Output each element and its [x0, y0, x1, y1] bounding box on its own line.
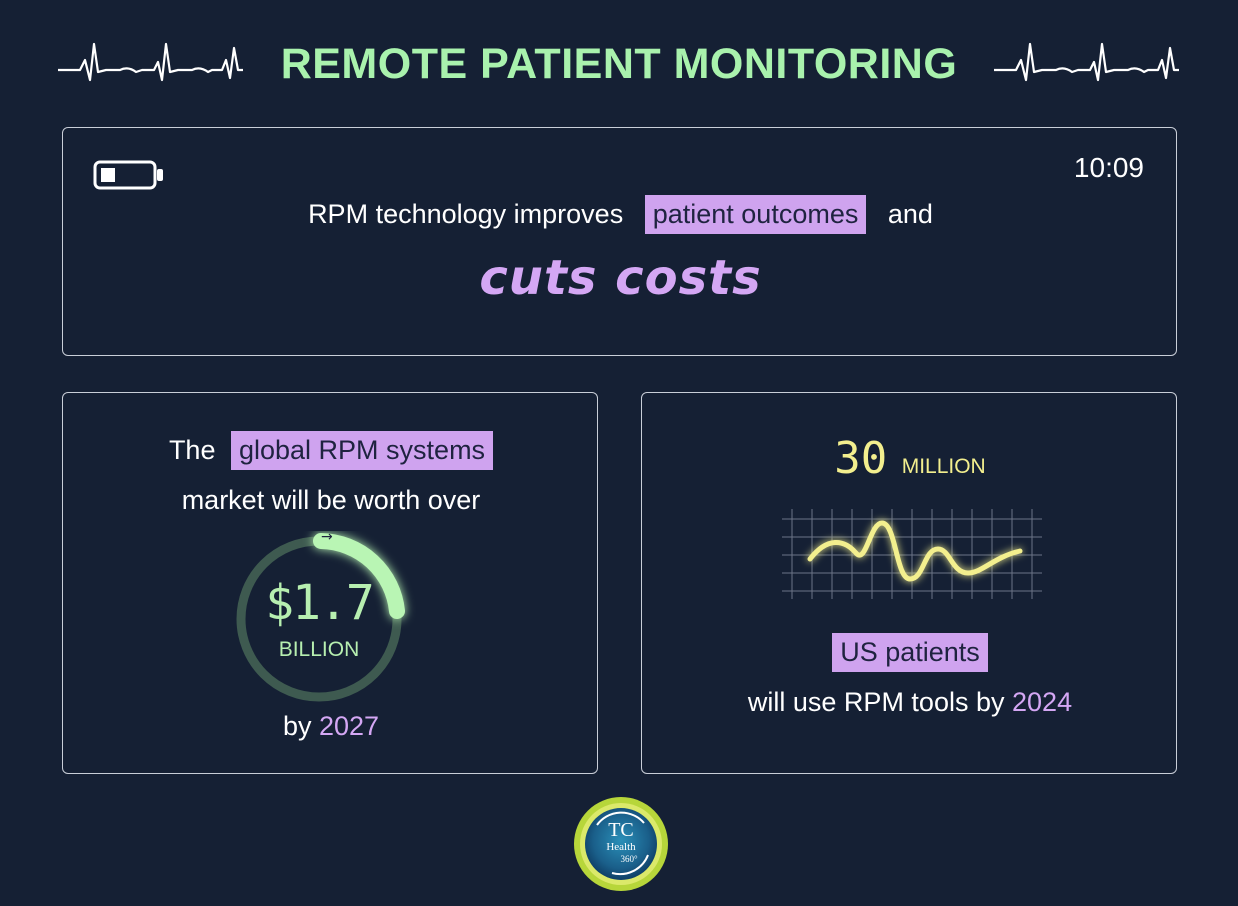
market-line-1-before: The — [168, 435, 216, 465]
patients-line-2-before: will use RPM tools by — [747, 687, 1005, 717]
wave-grid-graphic — [782, 509, 1042, 599]
gauge-arrow-icon: → — [321, 529, 333, 545]
top-line-1-after: and — [887, 199, 933, 229]
logo-text-top: TC — [608, 819, 634, 841]
logo-text-mid: Health — [606, 841, 636, 853]
top-line-1-before: RPM technology improves — [308, 199, 624, 229]
market-line-1: The global RPM systems — [63, 431, 599, 470]
market-year: 2027 — [318, 711, 380, 741]
page-title: REMOTE PATIENT MONITORING — [280, 40, 958, 88]
top-line-1: RPM technology improves patient outcomes… — [63, 195, 1178, 234]
market-panel: The global RPM systems market will be wo… — [62, 392, 598, 774]
market-value: $1.7 — [265, 575, 375, 631]
highlight-global-rpm: global RPM systems — [230, 431, 494, 470]
patients-highlight-row: US patients — [642, 633, 1178, 672]
market-gauge — [236, 533, 405, 702]
patients-unit: MILLION — [901, 455, 986, 478]
patients-count: 30 MILLION — [642, 433, 1178, 484]
tc-health-logo: TC Health 360° — [572, 795, 670, 893]
patients-number: 30 — [834, 433, 888, 484]
market-line-2: market will be worth over — [181, 485, 481, 515]
top-panel: 10:09 RPM technology improves patient ou… — [62, 127, 1177, 356]
battery-icon — [93, 160, 163, 190]
market-unit: BILLION — [278, 638, 360, 661]
highlight-patient-outcomes: patient outcomes — [644, 195, 867, 234]
header: REMOTE PATIENT MONITORING — [0, 30, 1238, 100]
heartbeat-left-icon — [58, 42, 243, 82]
cuts-costs-text: cuts costs — [479, 250, 762, 306]
by-label: by — [282, 711, 312, 741]
heartbeat-right-icon — [994, 42, 1179, 82]
highlight-us-patients: US patients — [832, 633, 988, 672]
logo-text-bottom: 360° — [620, 854, 638, 864]
logo-ring-graphic — [574, 797, 668, 891]
clock-time: 10:09 — [1073, 152, 1144, 183]
patients-year: 2024 — [1012, 687, 1073, 717]
market-year-line: by 2027 — [63, 711, 599, 742]
patients-line-2: will use RPM tools by 2024 — [642, 687, 1178, 718]
patients-panel: 30 MILLION — [641, 392, 1177, 774]
